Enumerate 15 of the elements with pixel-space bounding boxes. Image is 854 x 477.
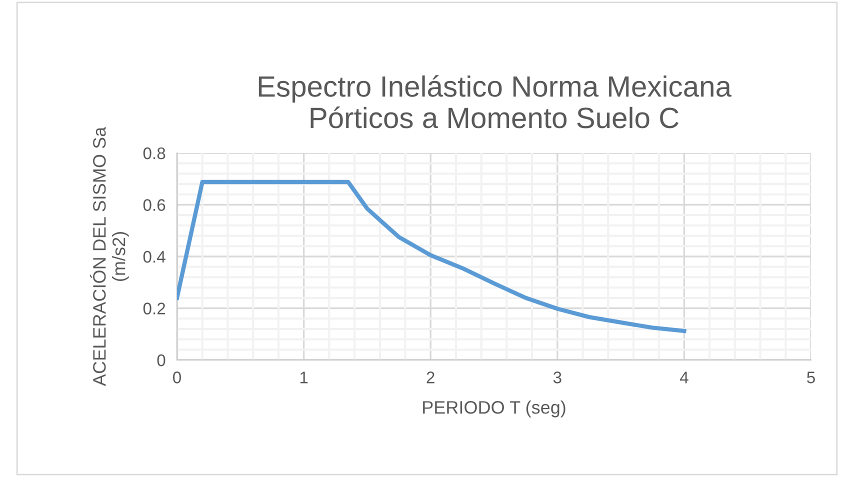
x-axis-title: PERIODO T (seg) [423,400,566,418]
x-tick-label: 2 [426,372,434,384]
y-tick-label: 0.2 [143,302,166,314]
y-tick-label: 0.8 [143,147,166,160]
chart-title: Espectro Inelástico Norma Mexicana Pórticos a Momento Suelo C [258,75,732,128]
y-axis-title: ACELERACIÓN DEL SISMO Sa (m/s2) [90,126,129,386]
line-series [177,180,686,334]
x-tick-label: 3 [553,372,562,384]
y-tick-label: 0.4 [143,250,166,263]
x-tick-label: 5 [807,372,815,384]
x-tick-label: 1 [300,372,308,384]
y-tick-label: 0.6 [143,199,166,211]
x-tick-label: 0 [173,372,181,384]
y-tick-label: 0 [157,354,166,366]
x-tick-label: 4 [680,372,688,384]
